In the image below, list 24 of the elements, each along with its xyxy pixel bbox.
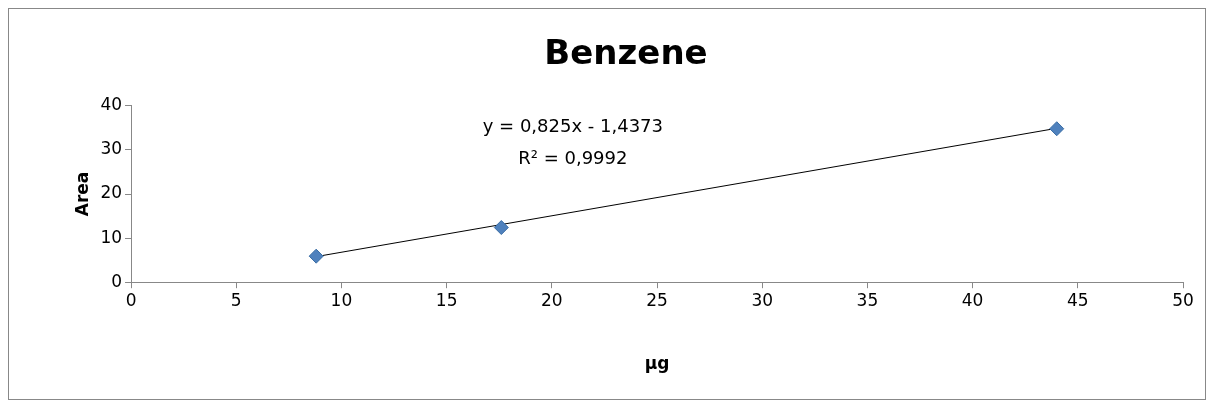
point — [493, 220, 509, 236]
x-tick-label: 30 — [751, 289, 774, 310]
y-tick-label: 20 — [100, 182, 123, 203]
y-tick-label: 0 — [111, 270, 123, 291]
annotation: y = 0,825x - 1,4373 — [482, 115, 663, 137]
x-tick-label: 10 — [330, 289, 353, 310]
x-tick-label: 0 — [125, 289, 137, 310]
x-tick-label: 50 — [1172, 289, 1194, 310]
x-tick-label: 40 — [961, 289, 984, 310]
y-tick-label: 10 — [100, 226, 123, 247]
x-tick-label: 5 — [230, 289, 242, 310]
x-tick-label: 20 — [541, 289, 563, 310]
y-axis-title: Area — [71, 171, 92, 217]
x-tick-label: 15 — [435, 289, 458, 310]
y-tick-label: 40 — [100, 94, 123, 115]
y-tick-label: 30 — [100, 138, 123, 159]
x-tick-label: 25 — [646, 289, 668, 310]
x-axis-title: µg — [644, 353, 670, 374]
annotation: R² = 0,9992 — [518, 147, 628, 169]
x-tick-label: 35 — [856, 289, 879, 310]
point — [308, 248, 324, 264]
chart-title: Benzene — [544, 32, 708, 73]
point — [1049, 121, 1065, 137]
x-tick-label: 45 — [1066, 289, 1089, 310]
